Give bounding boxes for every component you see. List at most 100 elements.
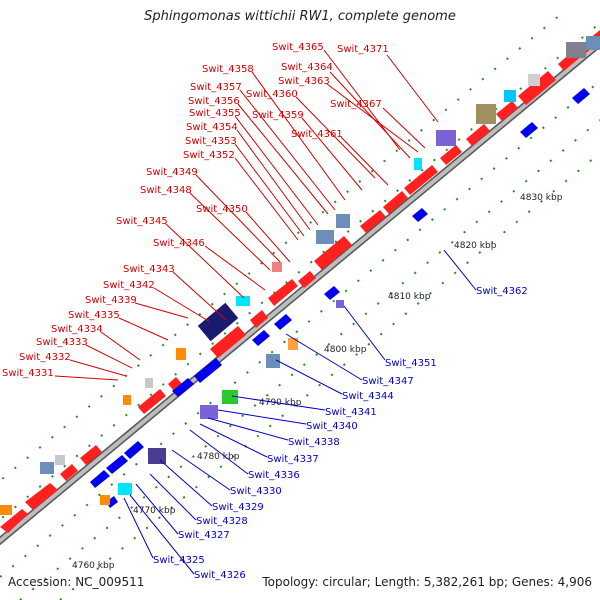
gene xyxy=(466,124,490,146)
dotted-tracks xyxy=(0,14,600,600)
kbp-tick: 4760 kbp xyxy=(72,561,115,571)
gene-label: Swit_4357 xyxy=(190,82,242,93)
gene xyxy=(274,314,292,330)
gene-label: Swit_4328 xyxy=(196,516,248,527)
kbp-tick: 4780 kbp xyxy=(197,452,240,462)
gene-box xyxy=(414,158,422,170)
gene-label: Swit_4334 xyxy=(51,324,103,335)
forward-genes xyxy=(0,30,600,533)
gene xyxy=(520,122,538,138)
gene-label: Swit_4331 xyxy=(2,368,54,379)
gene xyxy=(0,509,28,533)
gene xyxy=(60,464,78,481)
gene-label: Swit_4336 xyxy=(248,470,300,481)
gene xyxy=(360,210,386,233)
gene xyxy=(124,441,144,459)
gene-label: Swit_4371 xyxy=(337,44,389,55)
gene-label: Swit_4355 xyxy=(189,108,241,119)
genome-summary-text: Topology: circular; Length: 5,382,261 bp… xyxy=(262,575,592,589)
gene-label: Swit_4342 xyxy=(103,280,155,291)
gene-box xyxy=(288,338,298,350)
gene-label: Swit_4350 xyxy=(196,204,248,215)
kbp-tick: 4820 kbp xyxy=(454,241,497,251)
gene-box xyxy=(316,230,334,244)
gene xyxy=(518,71,556,105)
gene-label: Swit_4358 xyxy=(202,64,254,75)
gene-box xyxy=(336,300,344,308)
genome-backbone xyxy=(0,38,600,546)
gene-label: Swit_4364 xyxy=(281,62,333,73)
gene-label: Swit_4360 xyxy=(246,89,298,100)
gene-box xyxy=(55,455,65,465)
gene-box xyxy=(200,405,218,419)
gene-label: Swit_4345 xyxy=(116,216,168,227)
gene-box xyxy=(504,90,516,102)
gene-box xyxy=(476,104,496,124)
gene-box xyxy=(272,262,282,272)
gene-label: Swit_4352 xyxy=(183,150,235,161)
gene xyxy=(412,208,428,222)
gene xyxy=(252,330,270,346)
gene-label: Swit_4340 xyxy=(306,421,358,432)
gene xyxy=(404,165,438,195)
gene-box xyxy=(336,214,350,228)
gene-box xyxy=(176,348,186,360)
gene xyxy=(168,377,182,391)
gene-label: Swit_4327 xyxy=(178,530,230,541)
gene xyxy=(440,145,462,165)
gene-label: Swit_4349 xyxy=(146,167,198,178)
gene-label: Swit_4329 xyxy=(212,502,264,513)
gene-label: Swit_4347 xyxy=(362,376,414,387)
gene xyxy=(90,470,110,488)
gene-label: Swit_4361 xyxy=(291,129,343,140)
gene xyxy=(572,88,590,104)
gene-label: Swit_4330 xyxy=(230,486,282,497)
gene-box xyxy=(222,390,238,404)
gene-label: Swit_4338 xyxy=(288,437,340,448)
gene-box xyxy=(123,395,131,405)
gene xyxy=(496,101,518,121)
kbp-tick: 4800 kbp xyxy=(324,345,367,355)
gene-label: Swit_4333 xyxy=(36,337,88,348)
gene-label: Swit_4339 xyxy=(85,295,137,306)
kbp-tick: 4770 kbp xyxy=(133,506,176,516)
accession-text: Accession: NC_009511 xyxy=(8,575,145,589)
gene-label: Swit_4344 xyxy=(342,391,394,402)
gene xyxy=(298,271,316,288)
gene-box xyxy=(436,130,456,146)
kbp-tick: 4810 kbp xyxy=(388,292,431,302)
gene-box xyxy=(266,354,280,368)
gene-label: Swit_4332 xyxy=(19,352,71,363)
gene xyxy=(194,358,222,383)
gene-label: Swit_4365 xyxy=(272,42,324,53)
gene-box xyxy=(0,505,12,515)
gene xyxy=(250,310,268,328)
gene-label: Swit_4343 xyxy=(123,264,175,275)
gene xyxy=(210,326,246,358)
gene-box xyxy=(586,36,600,50)
gene-box xyxy=(197,302,239,342)
gene-box xyxy=(40,462,54,474)
gene-label: Swit_4363 xyxy=(278,76,330,87)
gene-label: Swit_4356 xyxy=(188,96,240,107)
gene-box xyxy=(566,42,586,58)
gene-label: Swit_4346 xyxy=(153,238,205,249)
gene-label: Swit_4353 xyxy=(185,136,237,147)
gene-box xyxy=(145,378,153,388)
gene-label: Swit_4335 xyxy=(68,310,120,321)
gene-label: Swit_4348 xyxy=(140,185,192,196)
gene xyxy=(138,389,166,414)
gene xyxy=(268,279,298,306)
reverse-gene-labels: Swit_4362 Swit_4351 Swit_4347 Swit_4344 … xyxy=(123,249,528,581)
gene xyxy=(324,286,340,300)
forward-gene-labels: Swit_4365 Swit_4371 Swit_4358 Swit_4364 … xyxy=(2,42,439,381)
map-title: Sphingomonas wittichii RW1, complete gen… xyxy=(144,9,456,24)
gene xyxy=(172,378,194,397)
gene-label: Swit_4359 xyxy=(252,110,304,121)
gene xyxy=(80,445,102,465)
gene-label: Swit_4367 xyxy=(330,99,382,110)
gene xyxy=(314,236,352,270)
gene-box xyxy=(148,448,166,464)
gene-label: Swit_4326 xyxy=(194,570,246,581)
